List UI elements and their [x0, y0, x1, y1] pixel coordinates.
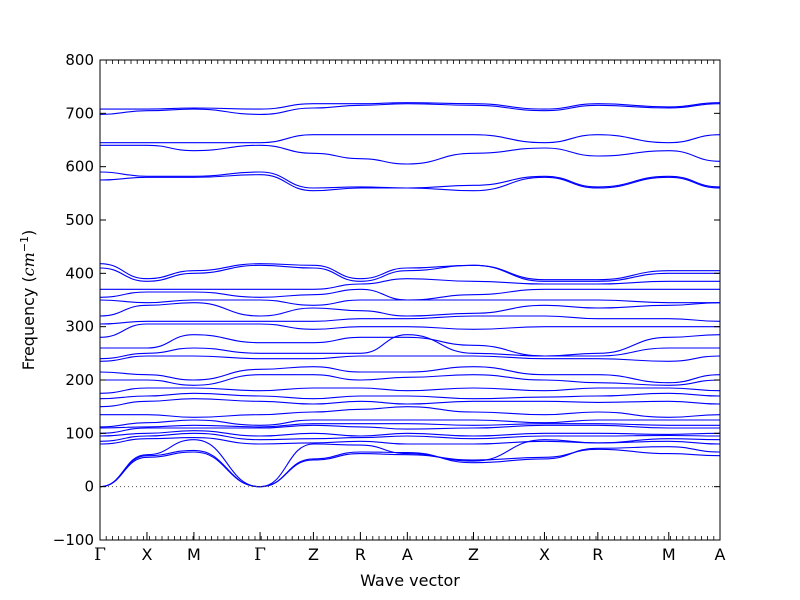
- band-line: [99, 302, 721, 317]
- y-axis-title: Frequency (cm−1): [18, 230, 39, 371]
- band-line: [99, 424, 720, 434]
- band-line: [99, 387, 721, 394]
- band-line: [100, 406, 721, 418]
- kpoint-label: Γ: [94, 545, 106, 565]
- y-tick-label: 200: [65, 371, 94, 389]
- band-line: [99, 355, 721, 362]
- y-axis-title-unit-exponent: −1: [18, 236, 31, 252]
- y-axis-title-prefix: Frequency (: [19, 276, 38, 370]
- x-axis-title: Wave vector: [360, 571, 460, 590]
- band-line: [99, 392, 721, 400]
- band-line: [99, 334, 720, 360]
- y-tick-label: 500: [65, 211, 94, 229]
- band-line: [99, 423, 720, 429]
- y-tick-label: 100: [65, 424, 94, 442]
- band-line: [99, 398, 721, 408]
- band-line: [99, 103, 721, 115]
- y-axis-title-unit: cm: [19, 252, 38, 276]
- y-tick-label: 800: [65, 51, 94, 69]
- band-line: [99, 432, 721, 442]
- y-axis-ticks: −100 0 100 200 300 400 500 600 700 800: [53, 51, 720, 549]
- kpoint-label: X: [539, 545, 550, 564]
- band-line: [99, 374, 721, 386]
- y-tick-label: 700: [65, 104, 94, 122]
- kpoint-label: Z: [308, 545, 319, 564]
- kpoint-label: R: [592, 545, 603, 564]
- band-line: [99, 171, 721, 189]
- band-line: [100, 134, 721, 144]
- kpoint-label: Z: [468, 545, 479, 564]
- band-line: [99, 448, 721, 488]
- y-tick-label: −100: [53, 531, 94, 549]
- band-line: [99, 430, 721, 437]
- band-line: [100, 278, 720, 290]
- band-line: [99, 437, 721, 445]
- kpoint-label: A: [715, 545, 726, 564]
- band-line: [99, 264, 720, 282]
- kpoint-label: A: [402, 545, 413, 564]
- kpoint-label: M: [187, 545, 201, 564]
- band-line: [99, 299, 720, 306]
- y-axis-title-suffix: ): [19, 230, 38, 236]
- band-line: [99, 315, 721, 325]
- y-tick-label: 400: [65, 264, 94, 282]
- band-line: [99, 323, 720, 338]
- y-tick-label: 0: [84, 478, 94, 496]
- y-tick-label: 300: [65, 318, 94, 336]
- kpoint-label: X: [141, 545, 152, 564]
- kpoint-label: M: [662, 545, 676, 564]
- band-line: [100, 144, 721, 165]
- band-line: [99, 446, 721, 488]
- kpoint-label: R: [355, 545, 366, 564]
- y-tick-label: 600: [65, 158, 94, 176]
- band-line: [99, 263, 720, 281]
- band-line: [99, 439, 721, 488]
- band-line: [99, 288, 720, 301]
- kpoint-label: Γ: [254, 545, 266, 565]
- band-lines: [99, 102, 721, 488]
- band-line: [100, 102, 721, 110]
- band-line: [100, 334, 721, 357]
- band-line: [99, 419, 720, 428]
- band-line: [99, 366, 721, 384]
